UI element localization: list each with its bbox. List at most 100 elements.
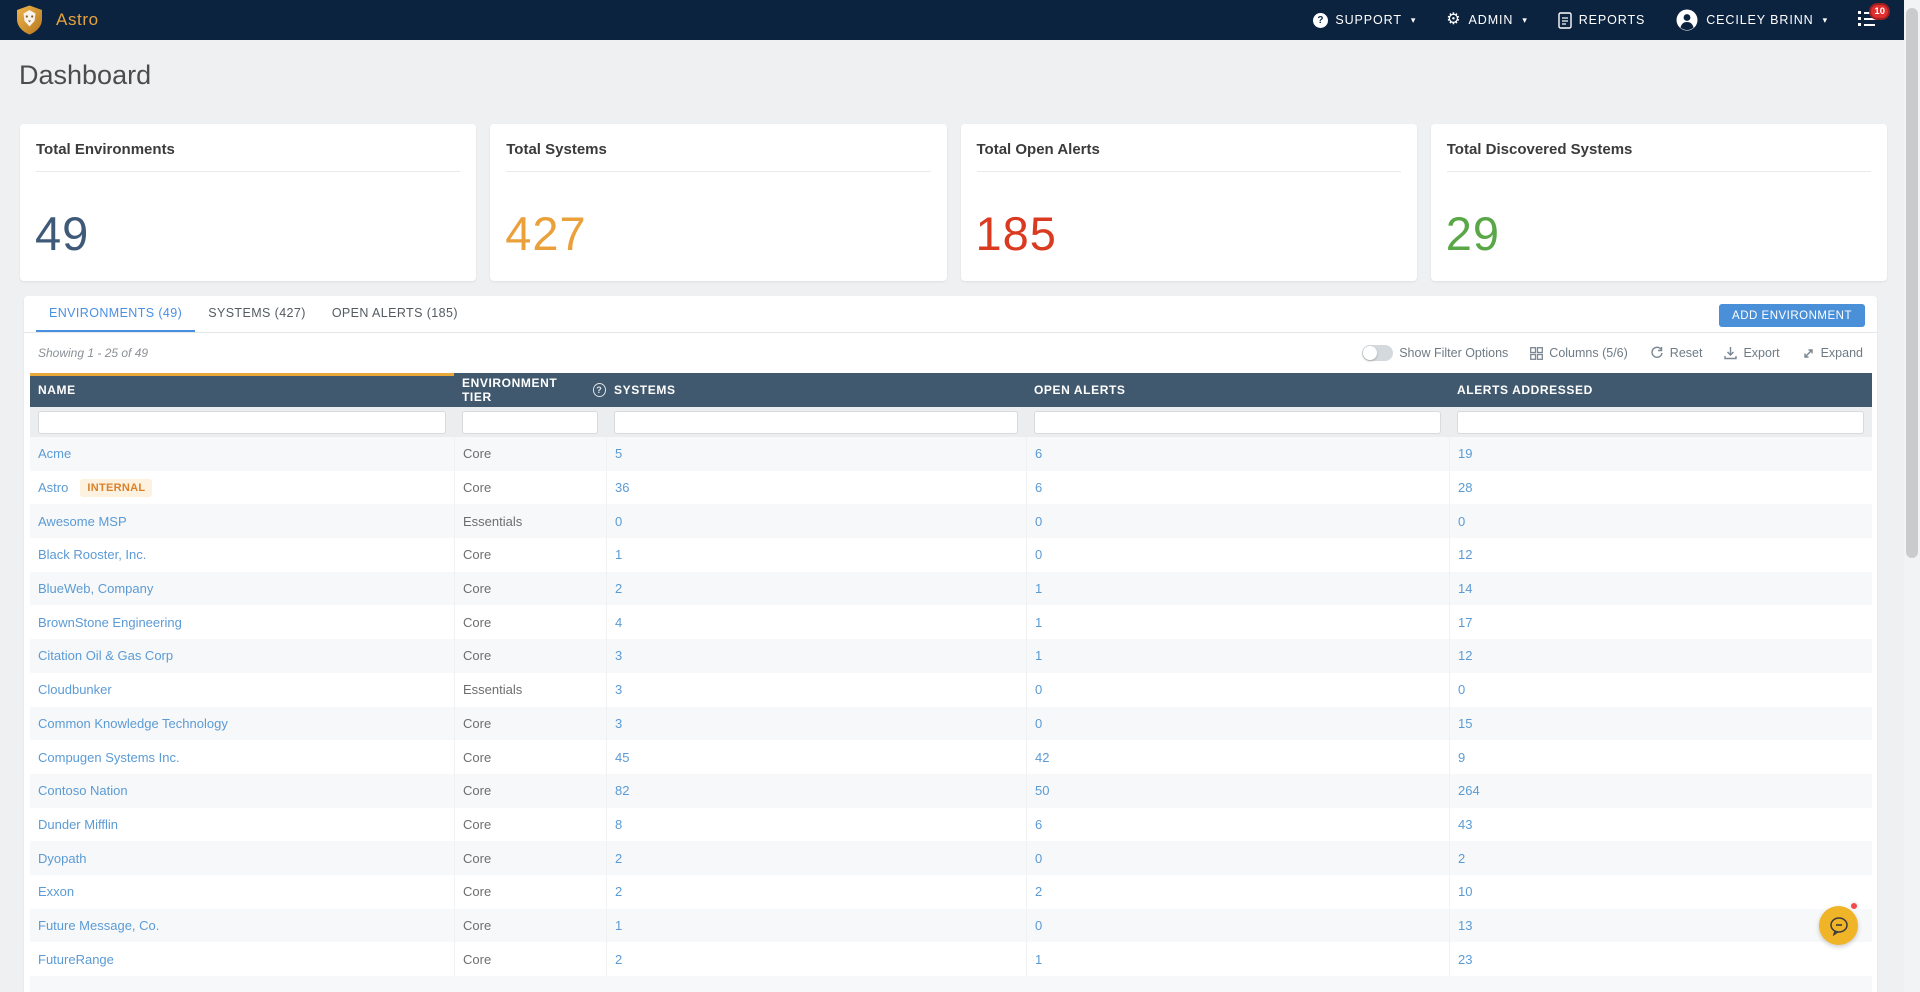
environment-link[interactable]: Astro: [38, 480, 68, 495]
systems-count-link[interactable]: 2: [615, 581, 622, 596]
alerts-addressed-link[interactable]: 17: [1458, 615, 1472, 630]
scrollbar-thumb[interactable]: [1906, 8, 1918, 558]
environment-link[interactable]: Black Rooster, Inc.: [38, 547, 146, 562]
systems-count-link[interactable]: 2: [615, 884, 622, 899]
table-row[interactable]: Astro INTERNAL Core 36 6 28: [30, 471, 1872, 505]
open-alerts-link[interactable]: 50: [1035, 783, 1049, 798]
systems-count-link[interactable]: 2: [615, 952, 622, 967]
filter-input-alerts-addressed[interactable]: [1457, 411, 1864, 434]
filter-input-name[interactable]: [38, 411, 446, 434]
table-row[interactable]: Future Message, Co. Core 1 0 13: [30, 909, 1872, 943]
tab-systems[interactable]: SYSTEMS (427): [195, 296, 319, 332]
alerts-addressed-link[interactable]: 10: [1458, 884, 1472, 899]
tab-environments[interactable]: ENVIRONMENTS (49): [36, 296, 195, 332]
systems-count-link[interactable]: 36: [615, 480, 629, 495]
alerts-addressed-link[interactable]: 264: [1458, 783, 1480, 798]
systems-count-link[interactable]: 45: [615, 750, 629, 765]
open-alerts-link[interactable]: 0: [1035, 851, 1042, 866]
table-row[interactable]: Common Knowledge Technology Core 3 0 15: [30, 707, 1872, 741]
alerts-addressed-link[interactable]: 12: [1458, 547, 1472, 562]
systems-count-link[interactable]: 0: [615, 514, 622, 529]
nav-user-menu[interactable]: CECILEY BRINN ▾: [1675, 8, 1828, 32]
add-environment-button[interactable]: ADD ENVIRONMENT: [1719, 304, 1865, 327]
open-alerts-link[interactable]: 2: [1035, 884, 1042, 899]
alerts-addressed-link[interactable]: 0: [1458, 514, 1465, 529]
alerts-addressed-link[interactable]: 14: [1458, 581, 1472, 596]
systems-count-link[interactable]: 5: [615, 446, 622, 461]
environment-link[interactable]: Citation Oil & Gas Corp: [38, 648, 173, 663]
systems-count-link[interactable]: 3: [615, 682, 622, 697]
table-row[interactable]: Dyopath Core 2 0 2: [30, 841, 1872, 875]
column-header-systems[interactable]: SYSTEMS: [606, 383, 1026, 397]
systems-count-link[interactable]: 2: [615, 851, 622, 866]
show-filter-options-toggle[interactable]: Show Filter Options: [1362, 345, 1508, 361]
table-row[interactable]: Awesome MSP Essentials 0 0 0: [30, 504, 1872, 538]
table-row[interactable]: Acme Core 5 6 19: [30, 437, 1872, 471]
filter-input-systems[interactable]: [614, 411, 1018, 434]
filter-input-environment-tier[interactable]: [462, 411, 598, 434]
open-alerts-link[interactable]: 1: [1035, 581, 1042, 596]
column-header-open-alerts[interactable]: OPEN ALERTS: [1026, 383, 1449, 397]
systems-count-link[interactable]: 82: [615, 783, 629, 798]
environment-link[interactable]: Exxon: [38, 884, 74, 899]
alerts-addressed-link[interactable]: 2: [1458, 851, 1465, 866]
alerts-addressed-link[interactable]: 19: [1458, 446, 1472, 461]
column-header-environment-tier[interactable]: ENVIRONMENT TIER ?: [454, 376, 606, 404]
environment-link[interactable]: Cloudbunker: [38, 682, 112, 697]
systems-count-link[interactable]: 4: [615, 615, 622, 630]
toggle-switch[interactable]: [1362, 345, 1393, 361]
environment-link[interactable]: Dyopath: [38, 851, 86, 866]
open-alerts-link[interactable]: 0: [1035, 918, 1042, 933]
open-alerts-link[interactable]: 0: [1035, 716, 1042, 731]
environment-link[interactable]: Common Knowledge Technology: [38, 716, 228, 731]
chat-widget-button[interactable]: [1819, 906, 1858, 945]
open-alerts-link[interactable]: 0: [1035, 682, 1042, 697]
table-row[interactable]: Exxon Core 2 2 10: [30, 875, 1872, 909]
environment-link[interactable]: Future Message, Co.: [38, 918, 159, 933]
open-alerts-link[interactable]: 1: [1035, 952, 1042, 967]
nav-admin[interactable]: ⚙ ADMIN ▾: [1446, 12, 1527, 28]
table-row[interactable]: Dunder Mifflin Core 8 6 43: [30, 808, 1872, 842]
alerts-addressed-link[interactable]: 28: [1458, 480, 1472, 495]
table-row[interactable]: Contoso Nation Core 82 50 264: [30, 774, 1872, 808]
environment-link[interactable]: Dunder Mifflin: [38, 817, 118, 832]
alerts-addressed-link[interactable]: 13: [1458, 918, 1472, 933]
table-row[interactable]: Black Rooster, Inc. Core 1 0 12: [30, 538, 1872, 572]
systems-count-link[interactable]: 1: [615, 547, 622, 562]
environment-link[interactable]: Acme: [38, 446, 71, 461]
open-alerts-link[interactable]: 6: [1035, 817, 1042, 832]
info-icon[interactable]: ?: [593, 383, 607, 397]
alerts-addressed-link[interactable]: 0: [1458, 682, 1465, 697]
alerts-addressed-link[interactable]: 9: [1458, 750, 1465, 765]
environment-link[interactable]: BrownStone Engineering: [38, 615, 182, 630]
columns-button[interactable]: Columns (5/6): [1530, 346, 1628, 360]
environment-link[interactable]: Contoso Nation: [38, 783, 128, 798]
open-alerts-link[interactable]: 6: [1035, 480, 1042, 495]
table-row[interactable]: Citation Oil & Gas Corp Core 3 1 12: [30, 639, 1872, 673]
alerts-addressed-link[interactable]: 15: [1458, 716, 1472, 731]
open-alerts-link[interactable]: 42: [1035, 750, 1049, 765]
systems-count-link[interactable]: 3: [615, 716, 622, 731]
alerts-addressed-link[interactable]: 12: [1458, 648, 1472, 663]
open-alerts-link[interactable]: 1: [1035, 648, 1042, 663]
alerts-addressed-link[interactable]: 23: [1458, 952, 1472, 967]
open-alerts-link[interactable]: 0: [1035, 514, 1042, 529]
systems-count-link[interactable]: 3: [615, 648, 622, 663]
notifications-list-icon[interactable]: 10: [1858, 11, 1880, 29]
table-row[interactable]: FutureRange Core 2 1 23: [30, 942, 1872, 976]
export-button[interactable]: Export: [1724, 346, 1779, 360]
open-alerts-link[interactable]: 1: [1035, 615, 1042, 630]
brand[interactable]: Astro: [16, 5, 99, 35]
alerts-addressed-link[interactable]: 43: [1458, 817, 1472, 832]
table-row[interactable]: BrownStone Engineering Core 4 1 17: [30, 605, 1872, 639]
nav-support[interactable]: ? SUPPORT ▾: [1313, 13, 1416, 28]
filter-input-open-alerts[interactable]: [1034, 411, 1441, 434]
tab-open-alerts[interactable]: OPEN ALERTS (185): [319, 296, 471, 332]
systems-count-link[interactable]: 8: [615, 817, 622, 832]
environment-link[interactable]: Awesome MSP: [38, 514, 127, 529]
column-header-alerts-addressed[interactable]: ALERTS ADDRESSED: [1449, 383, 1872, 397]
open-alerts-link[interactable]: 6: [1035, 446, 1042, 461]
environment-link[interactable]: BlueWeb, Company: [38, 581, 153, 596]
column-header-name[interactable]: NAME: [30, 383, 454, 397]
nav-reports[interactable]: REPORTS: [1558, 12, 1646, 29]
